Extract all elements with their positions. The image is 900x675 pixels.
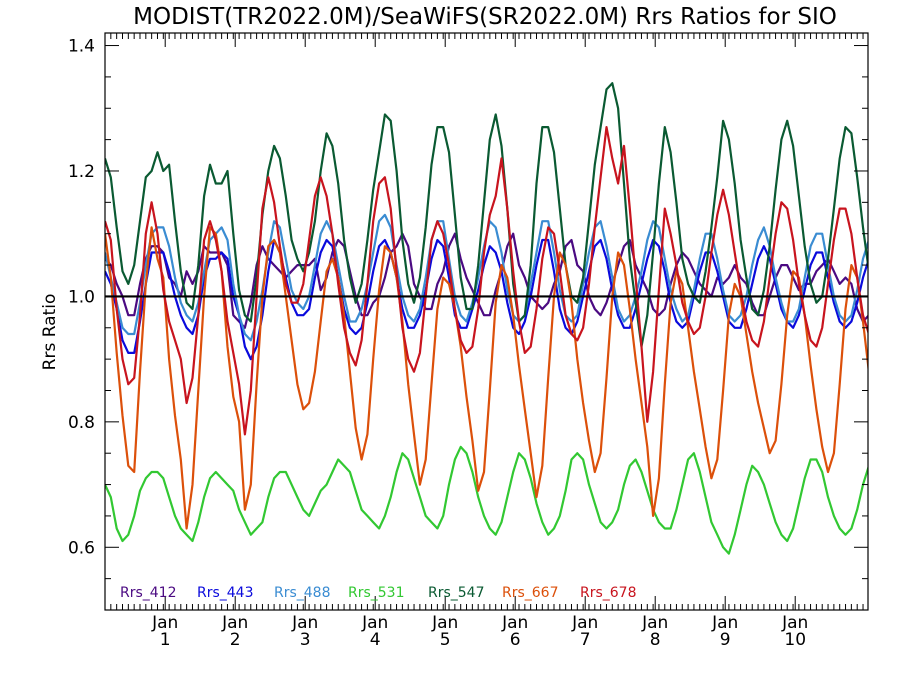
series-line-rrs-678 — [105, 125, 868, 436]
x-tick-label-month: Jan — [151, 613, 178, 633]
chart-title: MODIST(TR2022.0M)/SeaWiFS(SR2022.0M) Rrs… — [133, 4, 837, 30]
series-line-rrs-488 — [105, 213, 868, 342]
legend-item-rrs-488: Rrs_488 — [274, 585, 331, 601]
x-tick-label-year: 7 — [580, 630, 591, 650]
y-tick-label: 0.6 — [68, 538, 95, 558]
series-line-rrs-667 — [105, 226, 868, 530]
x-tick-label-year: 6 — [510, 630, 521, 650]
x-tick-label-month: Jan — [291, 613, 318, 633]
x-tick-label-year: 10 — [784, 630, 806, 650]
legend-item-rrs-678: Rrs_678 — [580, 585, 637, 601]
x-tick-label-month: Jan — [571, 613, 598, 633]
series-line-rrs-547 — [105, 82, 868, 348]
legend-item-rrs-547: Rrs_547 — [428, 585, 485, 601]
series-lines — [105, 82, 868, 555]
x-tick-label-year: 8 — [650, 630, 661, 650]
y-tick-label: 1.4 — [68, 37, 95, 57]
x-tick-label-month: Jan — [361, 613, 388, 633]
legend-item-rrs-531: Rrs_531 — [348, 585, 405, 601]
x-tick-label-year: 5 — [440, 630, 451, 650]
legend-item-rrs-412: Rrs_412 — [120, 585, 177, 601]
plot-frame — [104, 32, 869, 611]
x-tick-label-month: Jan — [501, 613, 528, 633]
plot-area: 0.60.81.01.21.4Jan1Jan2Jan3Jan4Jan5Jan6J… — [68, 32, 869, 650]
y-tick-label: 1.2 — [68, 162, 95, 182]
series-line-rrs-531 — [105, 445, 868, 555]
x-tick-label-year: 4 — [370, 630, 381, 650]
y-tick-label: 0.8 — [68, 413, 95, 433]
x-tick-label-month: Jan — [221, 613, 248, 633]
x-tick-label-month: Jan — [431, 613, 458, 633]
x-tick-label-year: 2 — [230, 630, 241, 650]
legend-item-rrs-443: Rrs_443 — [197, 585, 254, 601]
y-axis-label: Rrs Ratio — [40, 294, 60, 371]
x-tick-label-month: Jan — [781, 613, 808, 633]
x-tick-label-year: 1 — [160, 630, 171, 650]
x-tick-label-month: Jan — [641, 613, 668, 633]
legend-item-rrs-667: Rrs_667 — [502, 585, 559, 601]
y-tick-label: 1.0 — [68, 287, 95, 307]
x-tick-label-month: Jan — [711, 613, 738, 633]
x-tick-label-year: 9 — [720, 630, 731, 650]
legend: Rrs_412 Rrs_443 Rrs_488 Rrs_531 Rrs_547 Rrs_6… — [120, 585, 637, 601]
series-line-rrs-443 — [105, 238, 868, 361]
x-tick-label-year: 3 — [300, 630, 311, 650]
